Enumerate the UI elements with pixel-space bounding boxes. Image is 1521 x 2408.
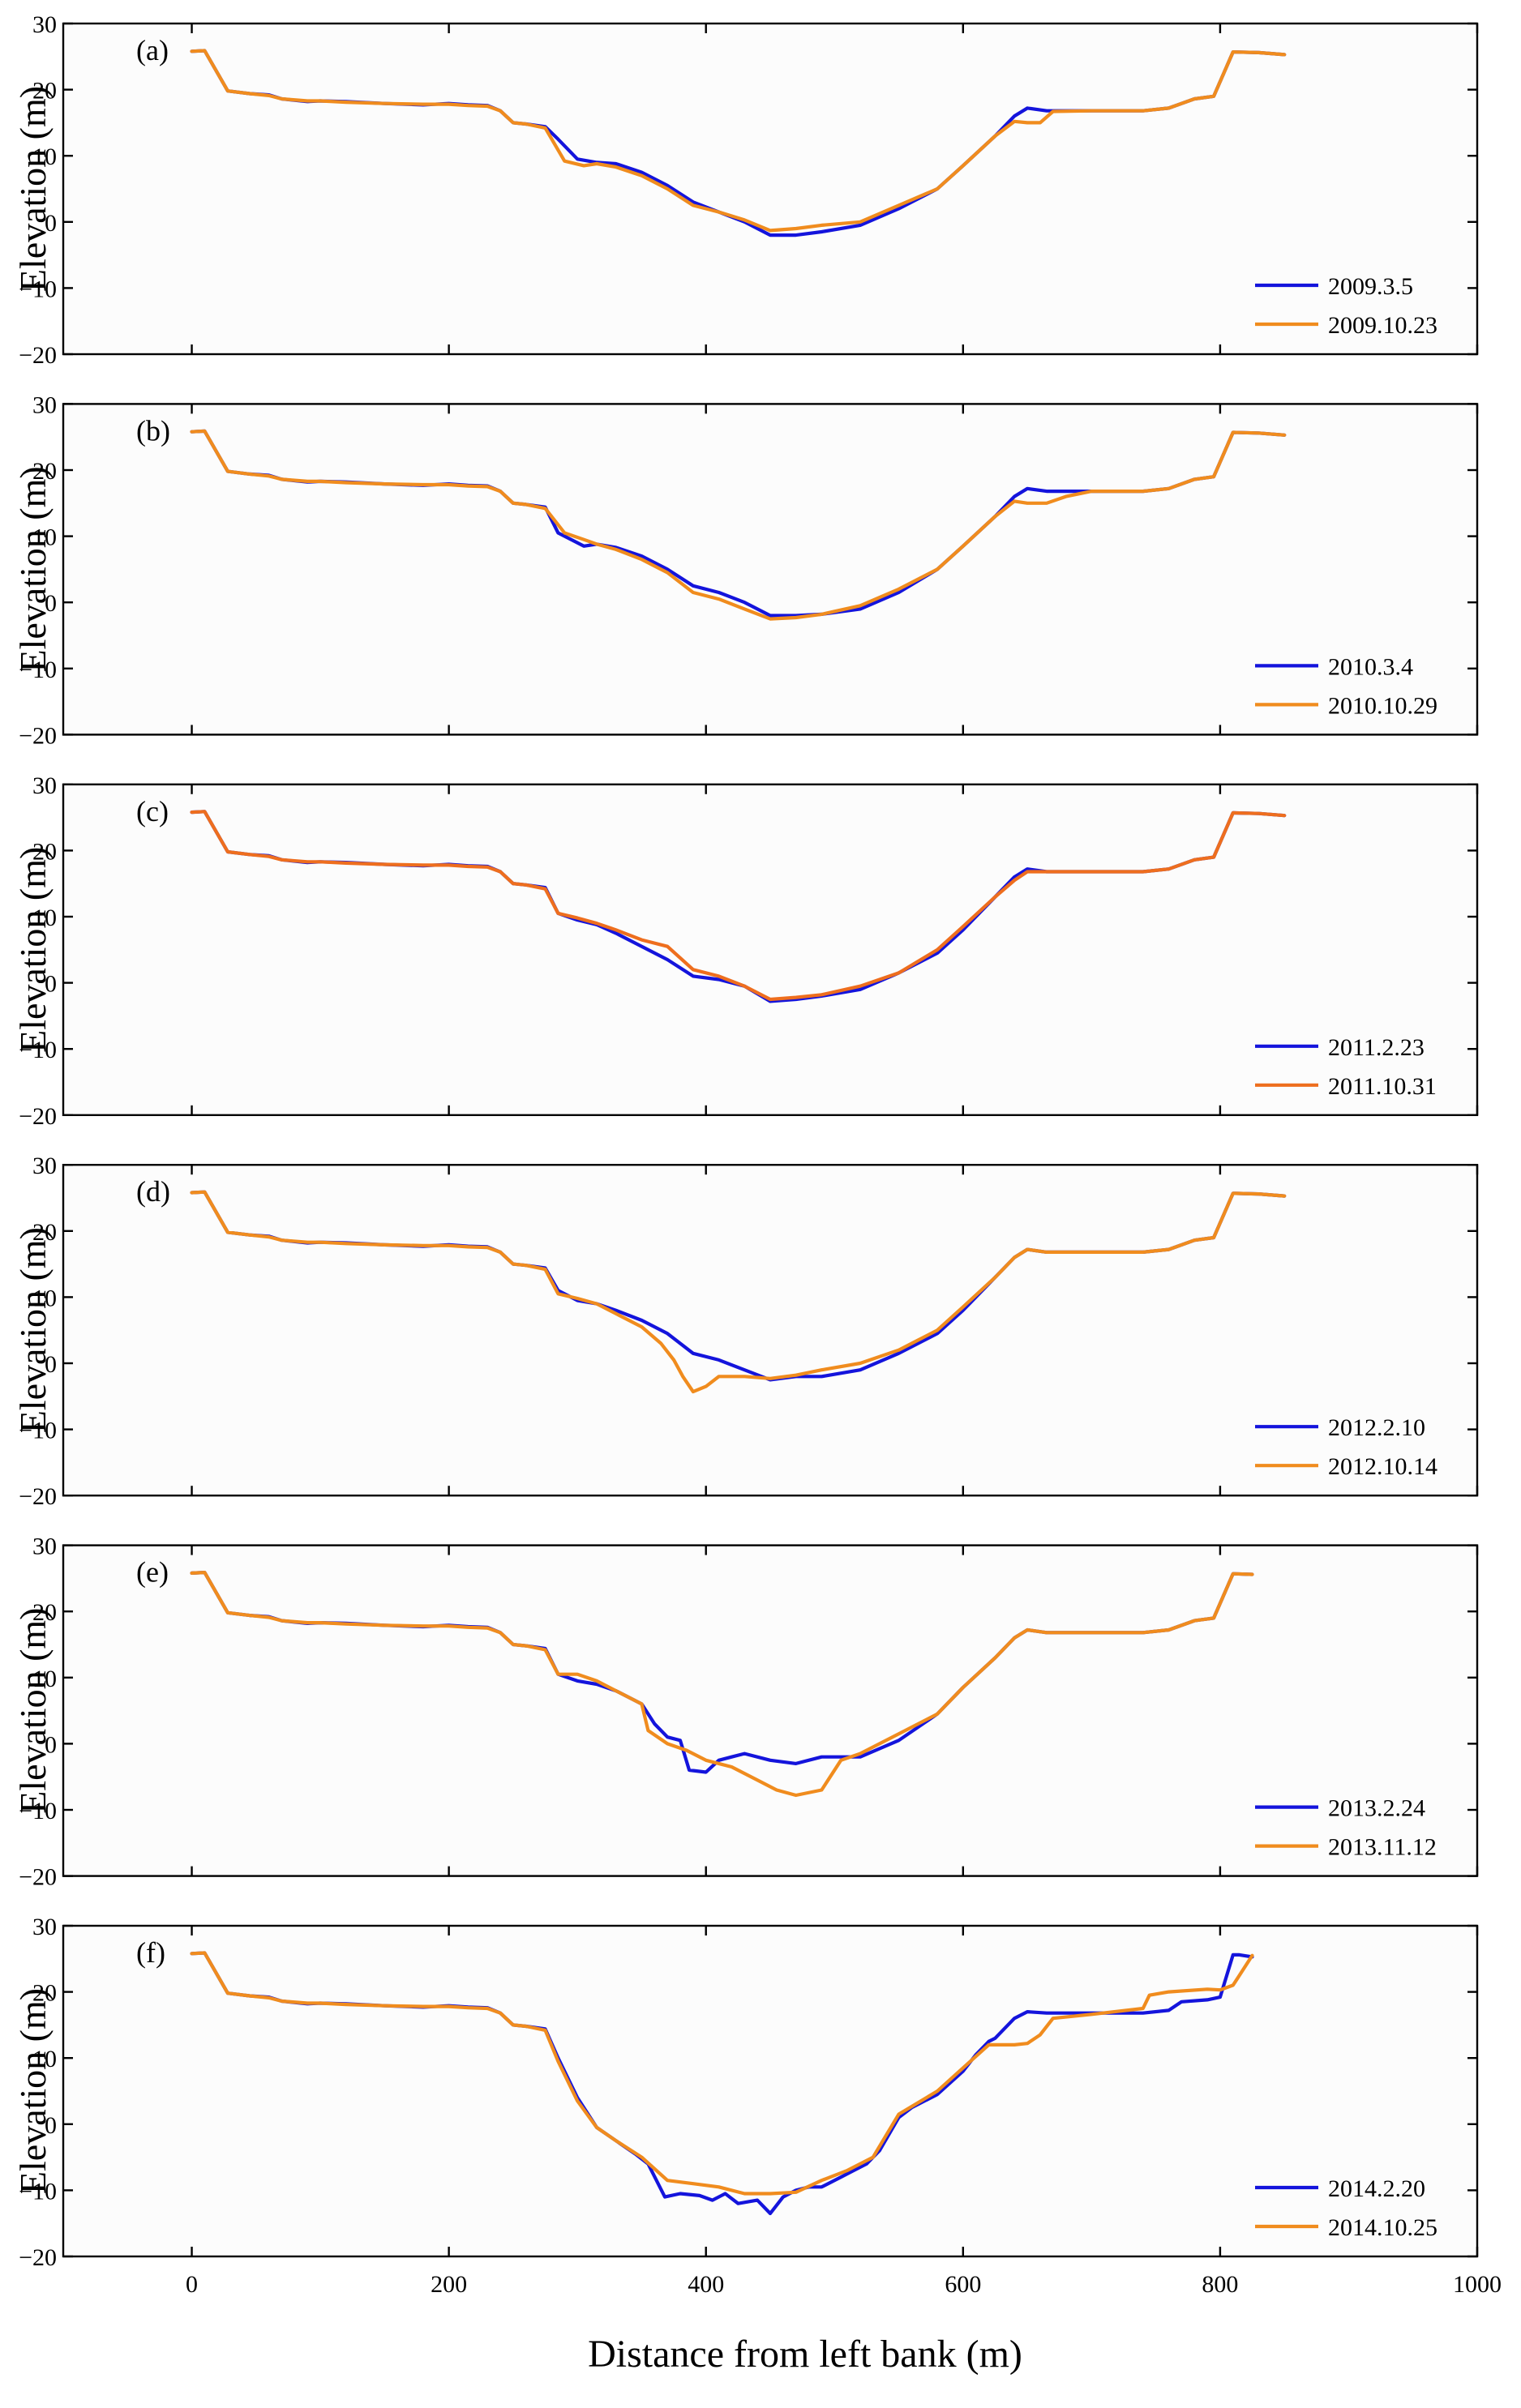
series-line-autumn	[190, 1190, 1287, 1394]
y-tick-label: 20	[32, 1599, 57, 1626]
x-tick-label: 1000	[1453, 2271, 1502, 2298]
y-tick-label: −20	[19, 1103, 57, 1130]
x-tick-label: 400	[688, 2271, 724, 2298]
y-tick-label: 0	[45, 2112, 57, 2139]
plot-frame	[62, 1163, 1479, 1497]
y-axis-label: Elevation (m)	[12, 847, 54, 1053]
y-tick-label: 0	[45, 971, 57, 998]
legend-label: 2014.2.20	[1328, 2175, 1425, 2202]
legend-label: 2013.11.12	[1328, 1834, 1437, 1861]
y-tick-label: 10	[32, 143, 57, 170]
series-line-autumn	[190, 810, 1287, 1002]
panel-label: (a)	[136, 34, 169, 66]
y-tick-label: −10	[19, 1418, 57, 1444]
y-tick-label: 20	[32, 1219, 57, 1246]
panel-d: 30 20 10 0 −10 −20 Elevation (m) (d) 2012.2.10 20…	[12, 1153, 1479, 1510]
y-tick-label: −20	[19, 2244, 57, 2271]
y-tick-label: 10	[32, 1285, 57, 1311]
y-tick-label: 10	[32, 2046, 57, 2072]
y-tick-label: 0	[45, 1731, 57, 1758]
y-axis-label: Elevation (m)	[12, 1988, 54, 2194]
y-tick-label: 0	[45, 590, 57, 617]
panel-f: 30 20 10 0 −10 −20 0 200 400 600 800 1000 Elevation …	[12, 1914, 1502, 2298]
plot-frame	[62, 783, 1479, 1116]
series-line-autumn	[190, 1570, 1254, 1798]
y-tick-label: 30	[32, 772, 57, 799]
series-line-autumn	[190, 49, 1287, 233]
y-axis-label: Elevation (m)	[12, 1227, 54, 1433]
plot-frame	[62, 22, 1479, 356]
y-tick-label: 0	[45, 210, 57, 237]
legend-label: 2014.10.25	[1328, 2214, 1437, 2241]
x-tick-label: 0	[186, 2271, 198, 2298]
legend-label: 2013.2.24	[1328, 1795, 1425, 1822]
y-tick-label: −10	[19, 276, 57, 302]
panel-label: (f)	[136, 1936, 165, 1969]
panel-c: 30 20 10 0 −10 −20 Elevation (m) (c) 2011.2.23 20…	[12, 772, 1479, 1130]
panel-label: (d)	[136, 1175, 170, 1208]
y-tick-label: −20	[19, 722, 57, 749]
y-tick-label: −10	[19, 1037, 57, 1063]
y-tick-label: −20	[19, 1864, 57, 1891]
plot-frame	[62, 1544, 1479, 1877]
y-tick-label: 10	[32, 1666, 57, 1692]
panel-label: (c)	[136, 795, 169, 828]
y-tick-label: 20	[32, 458, 57, 485]
legend-label: 2012.2.10	[1328, 1414, 1425, 1441]
plot-frame	[62, 1924, 1479, 2258]
y-tick-label: 30	[32, 1533, 57, 1560]
legend-label: 2009.10.23	[1328, 312, 1437, 339]
y-tick-label: 30	[32, 11, 57, 38]
y-tick-label: 30	[32, 1914, 57, 1940]
series-line-autumn	[190, 1951, 1254, 2196]
plot-frame	[62, 403, 1479, 736]
y-tick-label: 0	[45, 1351, 57, 1378]
series-line-autumn	[190, 429, 1287, 621]
y-tick-label: 10	[32, 524, 57, 551]
y-tick-label: 20	[32, 1980, 57, 2007]
panel-b: 30 20 10 0 −10 −20 Elevation (m) (b) 2010.3.4 201…	[12, 391, 1479, 749]
legend-label: 2009.3.5	[1328, 273, 1413, 300]
panel-e: 30 20 10 0 −10 −20 Elevation (m) (e) 2013.2.24 20…	[12, 1533, 1479, 1891]
y-axis-label: Elevation (m)	[12, 466, 54, 672]
y-tick-label: −20	[19, 342, 57, 369]
legend-label: 2012.10.14	[1328, 1453, 1437, 1480]
y-tick-label: 20	[32, 78, 57, 105]
x-tick-label: 800	[1202, 2271, 1238, 2298]
y-axis-label: Elevation (m)	[12, 1607, 54, 1813]
panel-a: 30 20 10 0 −10 −20 Elevation (m) (a) 2009.3.5 200…	[12, 11, 1479, 369]
panel-label: (b)	[136, 414, 170, 447]
y-tick-label: 20	[32, 838, 57, 865]
y-tick-label: 30	[32, 1153, 57, 1179]
legend-label: 2011.10.31	[1328, 1073, 1437, 1100]
legend-label: 2010.10.29	[1328, 692, 1437, 719]
x-tick-label: 600	[945, 2271, 981, 2298]
y-tick-label: −20	[19, 1483, 57, 1510]
legend-label: 2011.2.23	[1328, 1034, 1425, 1061]
y-tick-label: 10	[32, 905, 57, 931]
x-tick-label: 200	[431, 2271, 467, 2298]
y-axis-label: Elevation (m)	[12, 86, 54, 292]
y-tick-label: 30	[32, 391, 57, 418]
legend-label: 2010.3.4	[1328, 653, 1413, 680]
y-tick-label: −10	[19, 2178, 57, 2205]
panel-label: (e)	[136, 1556, 169, 1589]
y-tick-label: −10	[19, 657, 57, 683]
x-axis-label: Distance from left bank (m)	[588, 2333, 1022, 2376]
y-tick-label: −10	[19, 1798, 57, 1824]
